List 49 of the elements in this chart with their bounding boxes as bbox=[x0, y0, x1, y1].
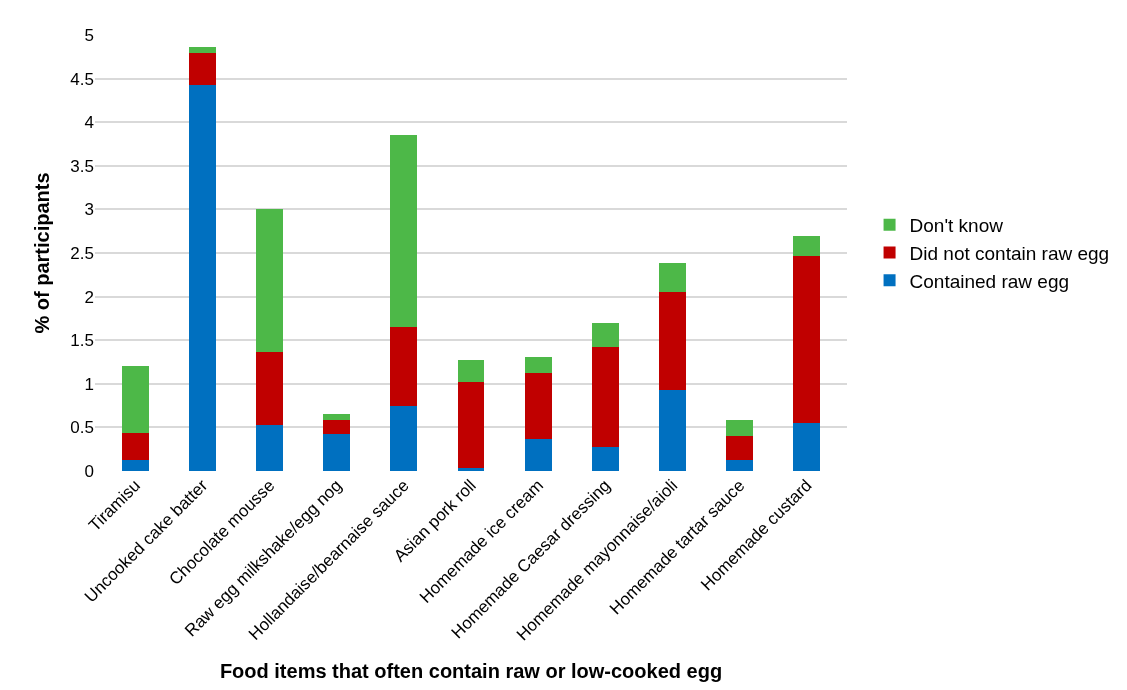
legend-label: Did not contain raw egg bbox=[909, 242, 1110, 264]
bar bbox=[726, 459, 753, 471]
bar bbox=[256, 424, 283, 471]
bar bbox=[323, 414, 351, 421]
bar bbox=[524, 356, 552, 374]
y-tick-label: 5 bbox=[84, 25, 94, 45]
bar bbox=[121, 366, 149, 433]
bar bbox=[121, 459, 149, 471]
y-axis-title: % of participants bbox=[30, 172, 53, 334]
bar bbox=[189, 47, 216, 54]
bar bbox=[390, 406, 418, 471]
bar bbox=[659, 292, 686, 390]
bar bbox=[457, 468, 485, 471]
y-tick-label: 3.5 bbox=[70, 156, 94, 176]
y-tick-label: 0 bbox=[84, 461, 94, 481]
y-tick-label: 3 bbox=[84, 200, 94, 220]
bar bbox=[524, 438, 552, 471]
bar bbox=[726, 420, 753, 437]
y-tick-label: 4.5 bbox=[70, 69, 94, 89]
bar bbox=[256, 208, 283, 352]
bar bbox=[591, 322, 619, 348]
bar bbox=[256, 351, 283, 425]
y-tick-label: 1.5 bbox=[70, 331, 94, 351]
legend-label: Don't know bbox=[909, 215, 1004, 237]
y-tick-label: 2 bbox=[84, 287, 94, 307]
bar bbox=[726, 436, 753, 460]
y-tick-label: 4 bbox=[84, 113, 94, 133]
bar bbox=[591, 347, 619, 447]
y-tick-label: 2.5 bbox=[70, 243, 94, 263]
bar bbox=[793, 423, 821, 471]
bar bbox=[659, 263, 686, 293]
bar bbox=[189, 53, 216, 85]
bar bbox=[323, 433, 351, 471]
bar bbox=[121, 432, 149, 460]
bar bbox=[591, 446, 619, 471]
bar bbox=[390, 327, 418, 407]
y-tick-label: 1 bbox=[84, 374, 94, 394]
bar bbox=[524, 373, 552, 439]
bar bbox=[189, 84, 216, 471]
bar bbox=[457, 360, 485, 383]
bar bbox=[659, 389, 686, 471]
bar bbox=[793, 255, 821, 424]
x-axis-title: Food items that often contain raw or low-cooked egg bbox=[219, 659, 723, 682]
y-tick-label: 0.5 bbox=[70, 418, 94, 438]
legend-label: Contained raw egg bbox=[909, 270, 1070, 292]
bar bbox=[390, 135, 418, 328]
bar bbox=[793, 235, 821, 256]
bar bbox=[457, 382, 485, 469]
bar bbox=[323, 420, 351, 434]
